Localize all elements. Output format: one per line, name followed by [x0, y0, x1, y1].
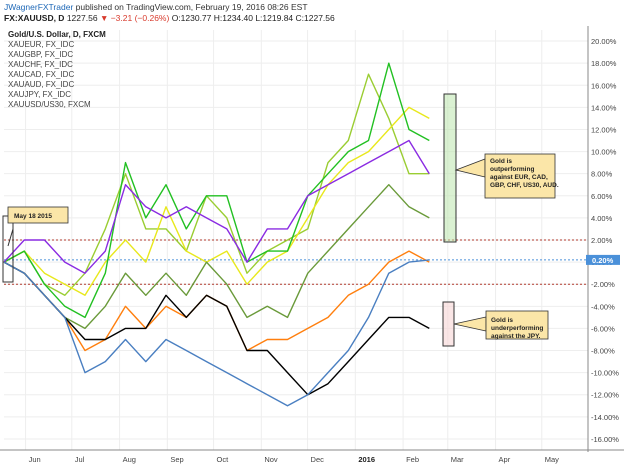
- x-tick-label: Apr: [499, 455, 511, 464]
- annotation-callout: [485, 310, 549, 340]
- y-axis: 20.00% 18.00% 16.00% 14.00% 12.00% 10.00% 8.00…: [0, 26, 624, 452]
- y-tick-label: -10.00%: [591, 369, 619, 378]
- legend-entry: XAUJPY, FX_IDC: [8, 90, 71, 99]
- y-tick-label: -14.00%: [591, 413, 619, 422]
- chart-area[interactable]: Jun Jul Aug Sep Oct Nov Dec 2016 Feb Mar Apr May 20…: [0, 26, 624, 467]
- publish-line: JWagnerFXTrader published on TradingView…: [4, 2, 308, 12]
- y-tick-label: 18.00%: [591, 59, 617, 68]
- y-tick-label: 14.00%: [591, 103, 617, 112]
- series-line: [3, 259, 430, 407]
- legend-entry: XAUUSD/US30, FXCM: [8, 100, 91, 109]
- x-axis: Jun Jul Aug Sep Oct Nov Dec 2016 Feb Mar Apr May: [29, 455, 560, 464]
- y-tick-label: 20.00%: [591, 37, 617, 46]
- y-tick-label: 4.00%: [591, 214, 613, 223]
- chart-background: [0, 26, 624, 467]
- x-tick-label: Jul: [75, 455, 85, 464]
- annotation-may18: May 18 2015: [2, 206, 69, 283]
- x-tick-label: Nov: [264, 455, 278, 464]
- series-line: [3, 139, 430, 274]
- legend-entry: XAUCAD, FX_IDC: [8, 70, 74, 79]
- price-change: ▼ −3.21 (−0.26%): [99, 13, 170, 23]
- legend-entry: XAUAUD, FX_IDC: [8, 80, 74, 89]
- y-tick-label: -4.00%: [591, 302, 615, 311]
- last-value-tag: 0.20%: [586, 254, 620, 265]
- x-tick-label: Mar: [451, 455, 464, 464]
- annotation-text: May 18 2015: [14, 213, 52, 220]
- highlight-box: [443, 93, 457, 243]
- y-tick-label: -2.00%: [591, 280, 615, 289]
- series-line: [3, 184, 430, 330]
- series-line: [3, 106, 430, 296]
- y-tick-label: 8.00%: [591, 170, 613, 179]
- x-tick-label: Feb: [406, 455, 419, 464]
- x-tick-label: 2016: [358, 455, 375, 464]
- y-tick-label: -8.00%: [591, 347, 615, 356]
- x-tick-label: Jun: [29, 455, 41, 464]
- y-tick-label: 10.00%: [591, 148, 617, 157]
- series-line: [3, 73, 430, 296]
- y-tick-label: 6.00%: [591, 192, 613, 201]
- y-tick-label: 16.00%: [591, 81, 617, 90]
- y-tick-label: -12.00%: [591, 391, 619, 400]
- legend-entry: XAUGBP, FX_IDC: [8, 50, 73, 59]
- annotation-pointer: [7, 228, 14, 247]
- x-tick-label: May: [545, 455, 559, 464]
- x-tick-label: Oct: [217, 455, 230, 464]
- x-tick-label: Dec: [311, 455, 325, 464]
- ohlc-values: O:1230.77 H:1234.40 L:1219.84 C:1227.56: [171, 13, 335, 23]
- series-group: [3, 62, 430, 407]
- publish-info: published on TradingView.com, February 1…: [75, 2, 308, 12]
- y-tick-label: 12.00%: [591, 125, 617, 134]
- last-value-badge: [586, 254, 620, 265]
- annotation-text: Gold is outperforming against EUR, CAD, GBP…: [490, 158, 559, 189]
- legend-entry: XAUEUR, FX_IDC: [8, 40, 74, 49]
- symbol-line: FX:XAUUSD, D 1227.56 ▼ −3.21 (−0.26%) O:…: [4, 13, 335, 23]
- x-tick-label: Sep: [170, 455, 183, 464]
- y-tick-label: -16.00%: [591, 435, 619, 444]
- y-tick-label: 2.00%: [591, 236, 613, 245]
- annotation-text: Gold is underperforming against the JPY.: [491, 317, 543, 340]
- chart-header: JWagnerFXTrader published on TradingView…: [0, 0, 624, 26]
- series-line: [3, 261, 430, 396]
- highlight-box: [442, 301, 455, 347]
- annotation-underperform: Gold is underperforming against the JPY.: [442, 301, 549, 347]
- annotation-callout: [484, 153, 556, 199]
- last-price: 1227.56: [66, 13, 98, 23]
- chart-title: Gold/U.S. Dollar, D, FXCM: [8, 30, 106, 39]
- annotation-callout: [7, 206, 69, 224]
- x-tick-label: Aug: [123, 455, 136, 464]
- legend-entry: XAUCHF, FX_IDC: [8, 60, 73, 69]
- reference-lines: [4, 239, 588, 285]
- series-line: [3, 62, 430, 319]
- y-tick-label: -6.00%: [591, 324, 615, 333]
- last-value-text: 0.20%: [592, 256, 614, 265]
- annotation-outperform: Gold is outperforming against EUR, CAD, GBP…: [443, 93, 559, 243]
- symbol-name: FX:XAUUSD, D: [4, 13, 65, 23]
- author-link[interactable]: JWagnerFXTrader: [4, 2, 74, 12]
